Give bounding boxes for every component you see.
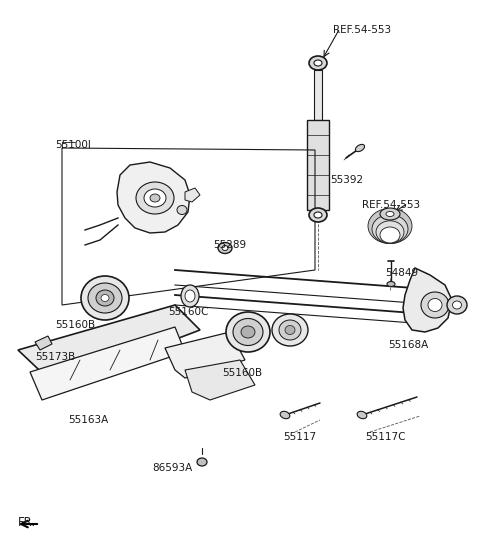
Text: 55117: 55117 [283, 432, 316, 442]
Polygon shape [117, 162, 190, 233]
Text: 55168A: 55168A [388, 340, 428, 350]
Text: 55160B: 55160B [55, 320, 95, 330]
Ellipse shape [380, 227, 400, 243]
Ellipse shape [314, 212, 322, 218]
Text: 55163A: 55163A [68, 415, 108, 425]
Ellipse shape [241, 326, 255, 338]
Ellipse shape [285, 325, 295, 335]
Polygon shape [30, 327, 185, 400]
Ellipse shape [376, 221, 404, 243]
Text: 55392: 55392 [330, 175, 363, 185]
Ellipse shape [272, 314, 308, 346]
Ellipse shape [177, 206, 187, 215]
Ellipse shape [280, 411, 290, 419]
Text: 55160B: 55160B [222, 368, 262, 378]
Ellipse shape [380, 208, 400, 220]
Ellipse shape [101, 295, 109, 301]
Ellipse shape [372, 215, 408, 244]
Ellipse shape [181, 285, 199, 307]
Ellipse shape [185, 290, 195, 302]
Text: 55117C: 55117C [365, 432, 406, 442]
Ellipse shape [453, 301, 461, 309]
Ellipse shape [136, 182, 174, 214]
Polygon shape [18, 305, 200, 385]
Ellipse shape [309, 56, 327, 70]
Ellipse shape [233, 319, 263, 345]
Ellipse shape [368, 208, 412, 244]
Ellipse shape [96, 290, 114, 306]
Text: 55160C: 55160C [168, 307, 208, 317]
Ellipse shape [144, 189, 166, 207]
Ellipse shape [218, 242, 232, 254]
Ellipse shape [222, 246, 228, 251]
Ellipse shape [279, 320, 301, 340]
Text: 86593A: 86593A [152, 463, 192, 473]
Ellipse shape [81, 276, 129, 320]
Ellipse shape [428, 299, 442, 311]
Ellipse shape [447, 296, 467, 314]
Ellipse shape [88, 283, 122, 313]
Ellipse shape [355, 145, 365, 152]
Polygon shape [403, 268, 452, 332]
Polygon shape [35, 336, 52, 350]
Ellipse shape [387, 281, 395, 286]
Text: 55289: 55289 [213, 240, 246, 250]
Ellipse shape [197, 458, 207, 466]
Ellipse shape [150, 194, 160, 202]
Text: 55173B: 55173B [35, 352, 75, 362]
Text: 55100I: 55100I [55, 140, 91, 150]
Polygon shape [185, 188, 200, 202]
Ellipse shape [314, 60, 322, 66]
Ellipse shape [421, 292, 449, 318]
Polygon shape [314, 70, 322, 120]
Text: REF.54-553: REF.54-553 [333, 25, 391, 35]
Polygon shape [165, 332, 245, 378]
Ellipse shape [357, 411, 367, 419]
Polygon shape [185, 360, 255, 400]
Text: FR.: FR. [18, 516, 36, 529]
Polygon shape [307, 120, 329, 210]
Text: 54849: 54849 [385, 268, 418, 278]
Ellipse shape [386, 211, 394, 216]
Ellipse shape [226, 312, 270, 352]
Text: REF.54-553: REF.54-553 [362, 200, 420, 210]
Ellipse shape [309, 208, 327, 222]
